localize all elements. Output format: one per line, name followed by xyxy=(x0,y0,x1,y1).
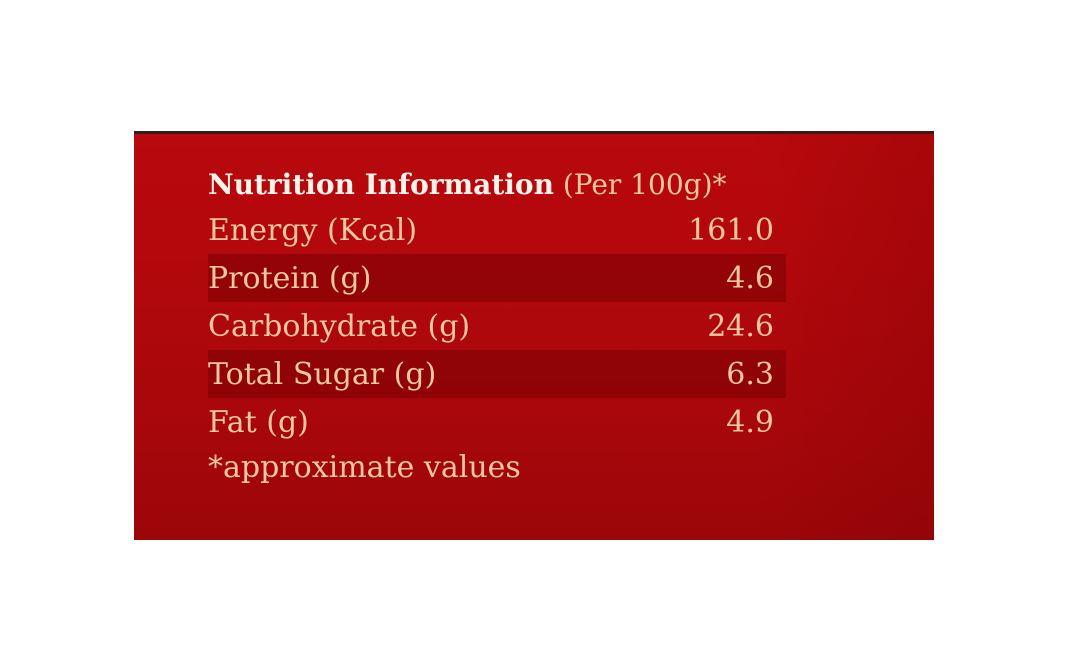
nutrient-value: 4.6 xyxy=(726,260,774,296)
footnote: *approximate values xyxy=(208,450,521,485)
nutrient-row-protein: Protein (g) 4.6 xyxy=(208,254,786,302)
nutrition-title: Nutrition Information (Per 100g)* xyxy=(208,164,786,206)
nutrition-table: Nutrition Information (Per 100g)* Energy… xyxy=(208,164,786,490)
nutrient-value: 4.9 xyxy=(726,404,774,440)
nutrient-name: Total Sugar (g) xyxy=(208,356,437,392)
nutrition-label-panel: Nutrition Information (Per 100g)* Energy… xyxy=(134,131,934,540)
nutrient-row-carbohydrate: Carbohydrate (g) 24.6 xyxy=(208,302,786,350)
nutrient-value: 24.6 xyxy=(707,308,774,344)
nutrient-value: 6.3 xyxy=(726,356,774,392)
nutrient-row-energy: Energy (Kcal) 161.0 xyxy=(208,206,786,254)
nutrition-title-main: Nutrition Information xyxy=(208,168,554,201)
nutrient-name: Carbohydrate (g) xyxy=(208,308,471,344)
nutrient-value: 161.0 xyxy=(688,212,774,248)
nutrient-row-total-sugar: Total Sugar (g) 6.3 xyxy=(208,350,786,398)
nutrient-name: Protein (g) xyxy=(208,260,372,296)
nutrient-name: Energy (Kcal) xyxy=(208,212,418,248)
nutrient-name: Fat (g) xyxy=(208,404,309,440)
nutrition-title-suffix: (Per 100g)* xyxy=(553,168,727,201)
nutrient-row-fat: Fat (g) 4.9 xyxy=(208,398,786,446)
